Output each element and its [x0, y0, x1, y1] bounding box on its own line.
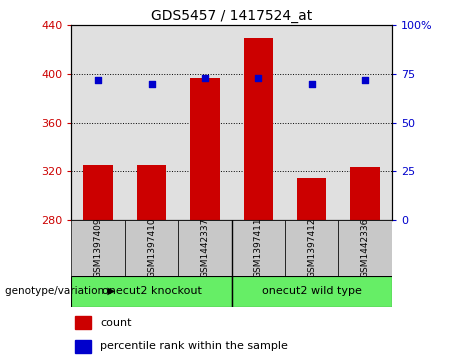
Bar [178, 220, 231, 276]
Bar [285, 220, 338, 276]
Point [254, 75, 262, 81]
Text: count: count [100, 318, 132, 328]
Bar [338, 220, 392, 276]
Text: GSM1397412: GSM1397412 [307, 217, 316, 278]
Text: onecut2 wild type: onecut2 wild type [262, 286, 362, 296]
Bar [71, 220, 125, 276]
Bar [75, 340, 91, 353]
Title: GDS5457 / 1417524_at: GDS5457 / 1417524_at [151, 9, 312, 23]
Point [148, 81, 155, 86]
Bar [71, 276, 231, 307]
Bar [75, 316, 91, 329]
Bar [297, 178, 326, 220]
Text: GSM1442337: GSM1442337 [201, 217, 209, 278]
Text: percentile rank within the sample: percentile rank within the sample [100, 341, 288, 351]
Bar [190, 78, 219, 220]
Bar [231, 220, 285, 276]
Text: GSM1442336: GSM1442336 [361, 217, 370, 278]
Text: GSM1397409: GSM1397409 [94, 217, 103, 278]
Bar [231, 276, 392, 307]
Point [308, 81, 315, 86]
Text: onecut2 knockout: onecut2 knockout [101, 286, 201, 296]
Text: GSM1397411: GSM1397411 [254, 217, 263, 278]
Point [95, 77, 102, 83]
Bar [350, 167, 380, 220]
Bar [137, 165, 166, 220]
Bar [125, 220, 178, 276]
Bar [83, 165, 113, 220]
Point [361, 77, 369, 83]
Point [201, 75, 209, 81]
Bar [244, 37, 273, 220]
Text: GSM1397410: GSM1397410 [147, 217, 156, 278]
Text: genotype/variation ▶: genotype/variation ▶ [5, 286, 115, 296]
